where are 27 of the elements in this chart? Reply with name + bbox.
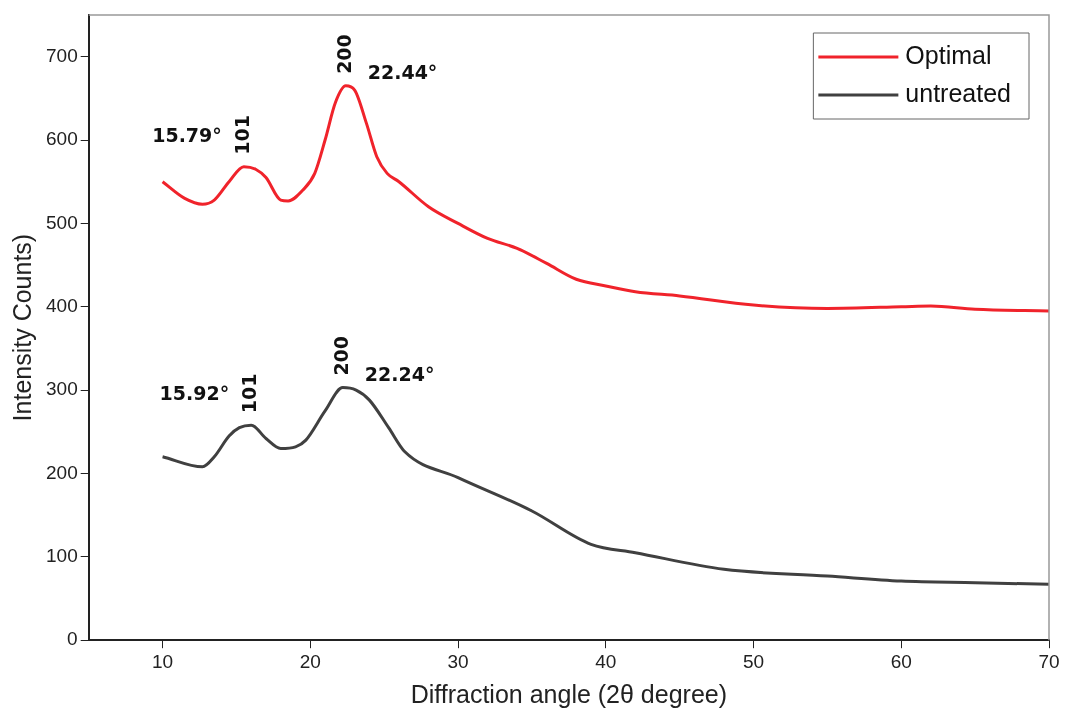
y-tick-label: 100 [46,545,78,567]
y-tick-label: 300 [46,378,78,400]
legend-label: Optimal [905,40,992,69]
y-tick-label: 500 [46,211,78,233]
x-tick-label: 30 [447,650,469,672]
y-tick-label: 200 [46,461,78,483]
x-tick-label: 50 [742,650,765,672]
y-axis-title: Intensity Counts) [7,233,36,422]
annotation: 22.24° [364,362,435,385]
annotation: 22.44° [367,60,438,83]
x-tick-label: 10 [152,650,174,672]
annotation: 101 [238,373,261,414]
x-axis-title: Diffraction angle (2θ degree) [410,679,728,708]
x-tick-label: 70 [1038,650,1060,672]
y-tick-label: 400 [46,294,78,316]
y-tick-label: 600 [46,128,78,150]
y-tick-label: 700 [46,44,78,66]
annotation: 15.79° [152,123,222,146]
x-tick-label: 40 [595,650,617,672]
annotation: 200 [332,34,355,74]
annotation: 200 [329,335,352,376]
y-tick-label: 0 [67,628,78,650]
annotation: 101 [230,115,253,155]
annotation: 15.92° [159,382,230,405]
x-tick-label: 20 [299,650,321,672]
x-tick-label: 60 [890,650,912,672]
legend-label: untreated [905,78,1011,107]
